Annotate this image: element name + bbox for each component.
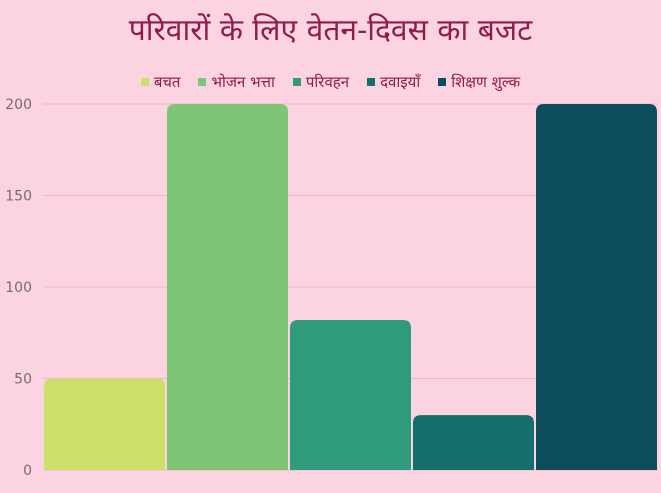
y-tick-label: 200 [5,97,32,113]
legend-label: शिक्षण शुल्क [451,73,521,91]
legend-swatch [438,78,447,86]
legend-label: दवाइयाँ [380,73,421,91]
legend-swatch [198,78,207,86]
y-tick-label: 150 [5,189,32,205]
legend-item: भोजन भत्ता [198,72,275,92]
legend-swatch [367,78,376,86]
bar [167,104,288,470]
legend: बचत भोजन भत्ता परिवहन दवाइयाँ शिक्षण शुल… [0,72,661,92]
legend-label: भोजन भत्ता [211,73,275,91]
legend-swatch [140,78,149,86]
bar [413,415,534,470]
legend-item: बचत [140,72,181,92]
bar [290,319,411,470]
chart-title: परिवारों के लिए वेतन-दिवस का बजट [128,13,533,48]
y-tick-label: 0 [23,463,32,479]
legend-item: परिवहन [292,72,350,92]
y-tick-label: 50 [14,372,32,388]
legend-label: परिवहन [305,73,350,91]
legend-label: बचत [153,73,181,91]
bar [44,378,165,470]
legend-item: शिक्षण शुल्क [438,72,520,92]
legend-item: दवाइयाँ [367,72,420,92]
bar [536,104,657,470]
legend-swatch [292,78,301,86]
y-tick-label: 100 [5,280,32,296]
